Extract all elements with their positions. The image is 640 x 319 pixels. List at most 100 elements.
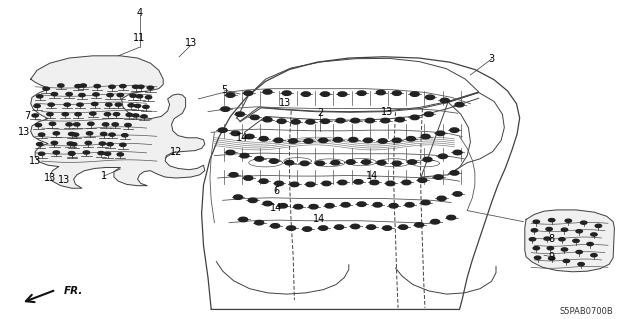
Circle shape bbox=[426, 95, 435, 100]
Circle shape bbox=[98, 152, 104, 155]
Circle shape bbox=[322, 181, 331, 186]
Circle shape bbox=[263, 201, 272, 206]
Text: 4: 4 bbox=[136, 8, 143, 18]
Circle shape bbox=[421, 200, 430, 205]
Circle shape bbox=[147, 86, 154, 89]
Circle shape bbox=[278, 204, 287, 208]
Text: 6: 6 bbox=[273, 186, 280, 197]
Circle shape bbox=[68, 152, 75, 155]
Circle shape bbox=[424, 112, 433, 116]
Circle shape bbox=[546, 227, 552, 231]
Circle shape bbox=[83, 151, 90, 154]
Circle shape bbox=[335, 225, 344, 229]
Circle shape bbox=[354, 180, 363, 184]
Circle shape bbox=[357, 202, 366, 206]
Circle shape bbox=[239, 217, 248, 222]
Circle shape bbox=[244, 176, 253, 180]
Circle shape bbox=[132, 85, 139, 88]
Circle shape bbox=[287, 226, 296, 230]
Circle shape bbox=[294, 204, 303, 209]
Circle shape bbox=[143, 105, 149, 108]
Circle shape bbox=[306, 120, 315, 124]
Circle shape bbox=[275, 181, 284, 186]
Text: 13: 13 bbox=[278, 98, 291, 108]
Circle shape bbox=[396, 117, 404, 122]
Circle shape bbox=[383, 226, 392, 230]
Circle shape bbox=[321, 92, 330, 96]
Circle shape bbox=[67, 142, 74, 145]
Circle shape bbox=[106, 103, 112, 106]
Circle shape bbox=[255, 157, 264, 161]
Circle shape bbox=[333, 137, 342, 142]
Circle shape bbox=[434, 175, 443, 179]
Circle shape bbox=[79, 93, 85, 97]
Text: 14: 14 bbox=[312, 214, 325, 225]
Text: 14: 14 bbox=[270, 203, 283, 213]
Circle shape bbox=[109, 133, 115, 136]
Circle shape bbox=[102, 123, 109, 126]
Text: 11: 11 bbox=[133, 33, 146, 43]
Circle shape bbox=[338, 180, 347, 185]
Circle shape bbox=[109, 85, 115, 88]
Circle shape bbox=[450, 128, 459, 132]
Circle shape bbox=[64, 103, 70, 106]
Circle shape bbox=[36, 95, 43, 98]
Circle shape bbox=[36, 143, 43, 146]
Circle shape bbox=[410, 92, 419, 96]
Circle shape bbox=[336, 118, 345, 123]
Circle shape bbox=[128, 104, 134, 107]
Circle shape bbox=[381, 118, 390, 123]
Circle shape bbox=[62, 113, 68, 116]
Circle shape bbox=[226, 93, 235, 97]
Circle shape bbox=[316, 161, 324, 166]
Circle shape bbox=[580, 221, 587, 224]
Circle shape bbox=[399, 225, 408, 229]
Circle shape bbox=[221, 107, 230, 111]
Circle shape bbox=[68, 152, 75, 155]
Circle shape bbox=[259, 179, 268, 183]
Circle shape bbox=[309, 204, 318, 209]
Circle shape bbox=[346, 160, 355, 164]
Polygon shape bbox=[31, 56, 205, 188]
Circle shape bbox=[565, 219, 572, 222]
Circle shape bbox=[112, 123, 118, 126]
Circle shape bbox=[263, 90, 272, 94]
Circle shape bbox=[431, 219, 440, 224]
Circle shape bbox=[563, 259, 570, 263]
Circle shape bbox=[47, 113, 53, 116]
Circle shape bbox=[373, 203, 382, 207]
Circle shape bbox=[547, 247, 554, 250]
Circle shape bbox=[301, 92, 310, 96]
Circle shape bbox=[576, 250, 582, 254]
Circle shape bbox=[447, 215, 456, 220]
Circle shape bbox=[282, 91, 291, 95]
Text: 3: 3 bbox=[488, 54, 495, 64]
Circle shape bbox=[338, 92, 347, 96]
Circle shape bbox=[421, 134, 430, 139]
Circle shape bbox=[402, 180, 411, 185]
Circle shape bbox=[269, 159, 278, 163]
Circle shape bbox=[126, 113, 132, 116]
Circle shape bbox=[440, 98, 449, 103]
Circle shape bbox=[113, 113, 120, 116]
Circle shape bbox=[406, 137, 415, 141]
Text: 12: 12 bbox=[170, 146, 182, 157]
Circle shape bbox=[226, 150, 235, 155]
Circle shape bbox=[34, 104, 40, 108]
Circle shape bbox=[88, 122, 94, 125]
Circle shape bbox=[141, 115, 147, 118]
Circle shape bbox=[351, 224, 360, 229]
Circle shape bbox=[115, 103, 122, 106]
Circle shape bbox=[107, 93, 113, 97]
Circle shape bbox=[240, 153, 249, 158]
Circle shape bbox=[438, 154, 447, 159]
Text: 13: 13 bbox=[184, 38, 197, 48]
Circle shape bbox=[304, 139, 313, 143]
Circle shape bbox=[104, 152, 111, 155]
Circle shape bbox=[351, 118, 360, 123]
Circle shape bbox=[58, 84, 64, 87]
Circle shape bbox=[531, 229, 538, 232]
Circle shape bbox=[548, 257, 555, 260]
Circle shape bbox=[370, 180, 379, 185]
Circle shape bbox=[90, 112, 96, 115]
